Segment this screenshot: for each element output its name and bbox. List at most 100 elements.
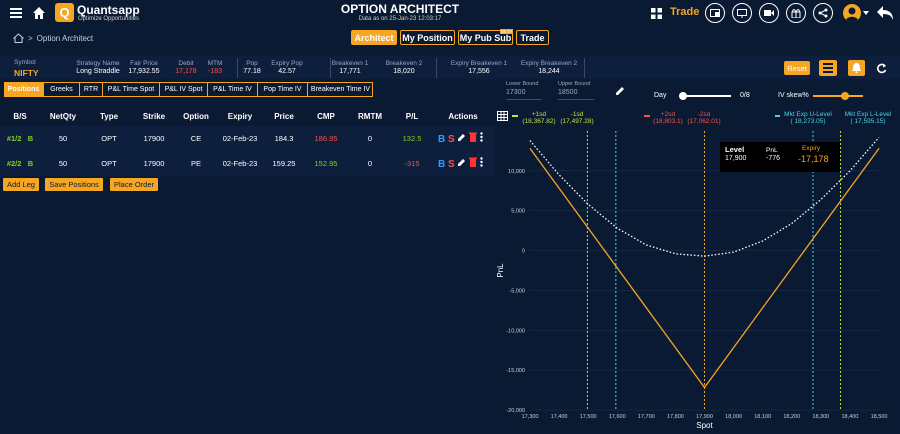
x-tick-label: 17,300 bbox=[522, 414, 539, 420]
pl-cell: -315 bbox=[404, 159, 420, 168]
subtab-pl-iv-spot[interactable]: P&L IV Spot bbox=[160, 82, 208, 97]
menu-icon[interactable] bbox=[10, 8, 22, 18]
day-slider[interactable] bbox=[679, 92, 731, 100]
pop-stat: Pop 77.18 bbox=[243, 60, 261, 75]
trade-link[interactable]: Trade bbox=[670, 6, 700, 18]
tab-my-position[interactable]: My Position bbox=[400, 30, 455, 45]
legend-mkt-swatch bbox=[775, 115, 780, 117]
x-tick-label: 17,500 bbox=[580, 414, 597, 420]
pencil-icon[interactable] bbox=[615, 86, 625, 96]
monitor-icon[interactable] bbox=[732, 3, 752, 23]
back-icon[interactable] bbox=[876, 5, 894, 21]
symbol-value[interactable]: NIFTY bbox=[14, 68, 39, 78]
video-icon[interactable] bbox=[759, 3, 779, 23]
tab-my-pub-sub[interactable]: My Pub Sub bbox=[458, 30, 513, 45]
leg-cell: #2/2 B bbox=[6, 159, 34, 168]
header-rmtm: RMTM bbox=[358, 111, 382, 121]
edit-icon[interactable] bbox=[457, 158, 466, 167]
window-icon[interactable] bbox=[705, 3, 725, 23]
header-expiry: Expiry bbox=[227, 111, 253, 121]
more-icon[interactable] bbox=[480, 157, 483, 167]
legend-mkt-l-level: Mkt Exp L-Level( 17,595.15) bbox=[844, 111, 892, 125]
edit-icon[interactable] bbox=[457, 133, 466, 142]
subtab-pl-time-spot[interactable]: P&L Time Spot bbox=[103, 82, 160, 97]
subtab-pl-time-iv[interactable]: P&L Time IV bbox=[208, 82, 258, 97]
tab-trade[interactable]: Trade bbox=[516, 30, 549, 45]
place-order-button[interactable]: Place Order bbox=[110, 178, 158, 191]
x-tick-label: 18,100 bbox=[754, 414, 771, 420]
buy-button[interactable]: B bbox=[438, 159, 446, 170]
home-icon[interactable] bbox=[31, 5, 47, 21]
legend-1sd-swatch bbox=[512, 115, 518, 117]
buy-button[interactable]: B bbox=[438, 134, 446, 145]
price-cell: 184.3 bbox=[274, 134, 294, 143]
y-tick-label: -15,000 bbox=[506, 368, 525, 374]
subtab-pop-time-iv[interactable]: Pop Time IV bbox=[258, 82, 308, 97]
strike-cell: 17900 bbox=[143, 159, 165, 168]
chevron-down-icon[interactable] bbox=[863, 11, 869, 15]
subtab-breakeven-time-iv[interactable]: Breakeven Time IV bbox=[308, 82, 373, 97]
x-tick-label: 17,400 bbox=[551, 414, 568, 420]
series-line bbox=[529, 147, 880, 389]
grid-icon[interactable] bbox=[651, 8, 662, 19]
actions-cell: B S bbox=[432, 126, 494, 151]
symbol-label: Symbol bbox=[14, 59, 36, 66]
header-netqty: NetQty bbox=[49, 111, 77, 121]
expiry-pop-stat: Expiry Pop 42.57 bbox=[271, 60, 303, 75]
upper-bound-input[interactable]: 18500 bbox=[558, 89, 594, 100]
y-tick-label: -20,000 bbox=[506, 408, 525, 414]
iv-skew-slider[interactable] bbox=[813, 92, 863, 100]
subtab-rtr[interactable]: RTR bbox=[80, 82, 103, 97]
day-label: Day bbox=[654, 92, 667, 99]
expiry-cell: 02-Feb-23 bbox=[222, 159, 258, 168]
table-icon[interactable] bbox=[497, 111, 508, 121]
legend-mkt-u-level: Mkt Exp U-Level( 18,273.05) bbox=[784, 111, 832, 125]
bell-icon[interactable] bbox=[848, 60, 865, 76]
tooltip-level: 17,900 bbox=[725, 155, 747, 162]
subtab-positions[interactable]: Positions bbox=[4, 82, 44, 97]
legend-plus-2sd: +2sd (18,803.1) bbox=[653, 111, 683, 125]
subtab-greeks[interactable]: Greeks bbox=[44, 82, 80, 97]
reset-button[interactable]: Reset bbox=[784, 61, 810, 75]
payoff-chart[interactable]: 10,0005,0000-5,000-10,000-15,000-20,0001… bbox=[494, 128, 900, 434]
qty-cell: 50 bbox=[58, 159, 68, 168]
rmtm-cell: 0 bbox=[367, 159, 373, 168]
add-leg-button[interactable]: Add Leg bbox=[3, 178, 39, 191]
delete-icon[interactable] bbox=[469, 157, 478, 167]
divider bbox=[237, 58, 238, 78]
legend-plus-1sd: +1sd (18,367.82) bbox=[522, 111, 556, 125]
y-tick-label: 0 bbox=[522, 249, 525, 255]
list-icon[interactable] bbox=[819, 60, 837, 76]
tab-architect[interactable]: Architect bbox=[351, 30, 397, 45]
lower-bound-input[interactable]: 17300 bbox=[506, 89, 542, 100]
x-tick-label: 18,000 bbox=[725, 414, 742, 420]
more-icon[interactable] bbox=[480, 132, 483, 142]
legend-2sd-swatch bbox=[644, 115, 650, 117]
rmtm-cell: 0 bbox=[367, 134, 373, 143]
header-cmp: CMP bbox=[317, 111, 335, 121]
tooltip-level-label: Level bbox=[725, 145, 745, 154]
type-cell: OPT bbox=[101, 134, 117, 143]
iv-skew-slider-thumb[interactable] bbox=[841, 92, 849, 100]
save-positions-button[interactable]: Save Positions bbox=[45, 178, 103, 191]
header-actions: Actions bbox=[448, 111, 478, 121]
x-tick-label: 17,600 bbox=[609, 414, 626, 420]
y-tick-label: 10,000 bbox=[508, 169, 525, 175]
tooltip-pnl-label: PnL bbox=[766, 147, 778, 154]
tooltip-expiry: -17,178 bbox=[798, 154, 829, 164]
delete-icon[interactable] bbox=[469, 132, 478, 142]
day-slider-thumb[interactable] bbox=[679, 92, 687, 100]
share-icon[interactable] bbox=[813, 3, 833, 23]
sell-button[interactable]: S bbox=[448, 159, 455, 170]
user-avatar-icon[interactable] bbox=[843, 4, 861, 22]
header-price: Price bbox=[274, 111, 294, 121]
refresh-icon[interactable] bbox=[876, 63, 887, 74]
header-option: Option bbox=[183, 111, 209, 121]
legend-minus-2sd: -2sd (17,062.01) bbox=[687, 111, 721, 125]
x-tick-label: 18,200 bbox=[783, 414, 800, 420]
divider bbox=[584, 58, 585, 78]
gift-icon[interactable] bbox=[786, 3, 806, 23]
divider bbox=[436, 58, 437, 78]
home-outline-icon[interactable] bbox=[13, 33, 24, 43]
sell-button[interactable]: S bbox=[448, 134, 455, 145]
